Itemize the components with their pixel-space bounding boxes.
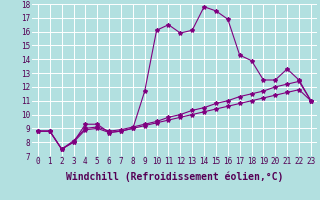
X-axis label: Windchill (Refroidissement éolien,°C): Windchill (Refroidissement éolien,°C) [66,172,283,182]
